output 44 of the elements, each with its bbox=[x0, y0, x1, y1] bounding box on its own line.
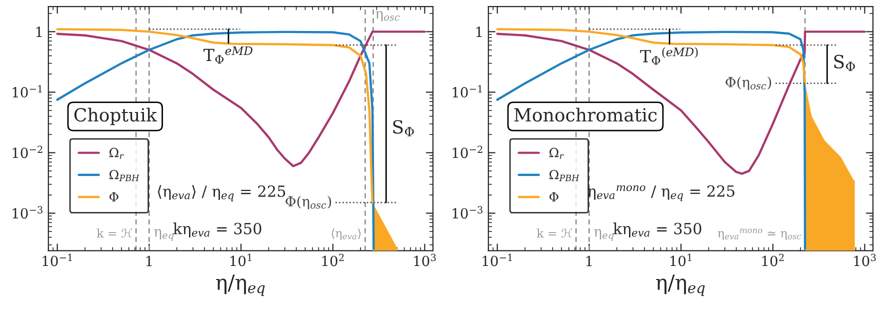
ref-line-label: ⟨η$_{eva}$⟩ bbox=[332, 228, 361, 240]
text: Choptuik bbox=[74, 108, 157, 126]
x-tick-label: 10$^{−1}$ bbox=[42, 254, 72, 266]
y-tick-label: 1 bbox=[36, 26, 42, 37]
x-tick-label: 10$^{2}$ bbox=[322, 254, 344, 266]
legend-label: Ω$_{r}$ bbox=[550, 148, 564, 160]
legend-label: Ω$_{PBH}$ bbox=[550, 170, 580, 182]
annotation: kη$_{eva}$ = 350 bbox=[173, 222, 262, 238]
annotation: Φ(η$_{osc}$) bbox=[726, 76, 772, 90]
ref-line-label: η$_{osc}$ bbox=[376, 11, 400, 22]
x-tick-label: 10$^{−1}$ bbox=[482, 254, 512, 266]
text: Monochromatic bbox=[514, 108, 657, 122]
y-tick-label: 10$^{−3}$ bbox=[452, 206, 482, 219]
annotation: Φ(η$_{osc}$) bbox=[286, 196, 332, 210]
legend-label: Ω$_{PBH}$ bbox=[110, 170, 140, 182]
annotation: kη$_{eva}$ = 350 bbox=[613, 222, 702, 238]
x-axis-title: η/η$_{eq}$ bbox=[216, 274, 265, 296]
x-tick-label: 1 bbox=[586, 256, 592, 266]
annotation: T$_{Φ}$$^{eMD}$ bbox=[204, 46, 252, 64]
ref-line-label: η$_{eva}$$^{mono}$ ≃ η$_{osc}$ bbox=[718, 228, 802, 240]
ref-line-label: η$_{eq}$ bbox=[594, 229, 614, 241]
x-tick-label: 10$^{3}$ bbox=[854, 254, 876, 266]
x-tick-label: 10$^{1}$ bbox=[670, 254, 692, 266]
y-tick-label: 10$^{−2}$ bbox=[12, 146, 42, 158]
y-tick-label: 10$^{−3}$ bbox=[12, 206, 42, 219]
y-tick-label: 10$^{−2}$ bbox=[452, 146, 482, 158]
ref-line-label: η$_{eq}$ bbox=[154, 229, 174, 241]
annotation: S$_{Φ}$ bbox=[393, 120, 414, 136]
x-tick-label: 1 bbox=[146, 256, 152, 266]
x-tick-label: 10$^{3}$ bbox=[414, 254, 436, 266]
x-tick-label: 10$^{1}$ bbox=[230, 254, 252, 266]
annotation: T$_{Φ}$$^{(eMD)}$ bbox=[640, 47, 698, 65]
ref-line-label: k = ℋ bbox=[536, 228, 572, 238]
y-tick-label: 1 bbox=[476, 26, 482, 37]
ref-line-label: k = ℋ bbox=[96, 228, 132, 238]
x-tick-label: 10$^{2}$ bbox=[762, 254, 784, 266]
annotation: S$_{Φ}$ bbox=[834, 54, 855, 71]
legend-label: Ω$_{r}$ bbox=[110, 148, 124, 160]
legend-label: Φ bbox=[549, 192, 558, 202]
legend-label: Φ bbox=[109, 192, 118, 202]
annotation: ⟨η$_{eva}$⟩ / η$_{eq}$ = 225 bbox=[158, 185, 286, 202]
y-tick-label: 10$^{−1}$ bbox=[12, 85, 42, 98]
y-tick-label: 10$^{−1}$ bbox=[452, 85, 482, 98]
x-axis-title: η/η$_{eq}$ bbox=[656, 274, 705, 296]
